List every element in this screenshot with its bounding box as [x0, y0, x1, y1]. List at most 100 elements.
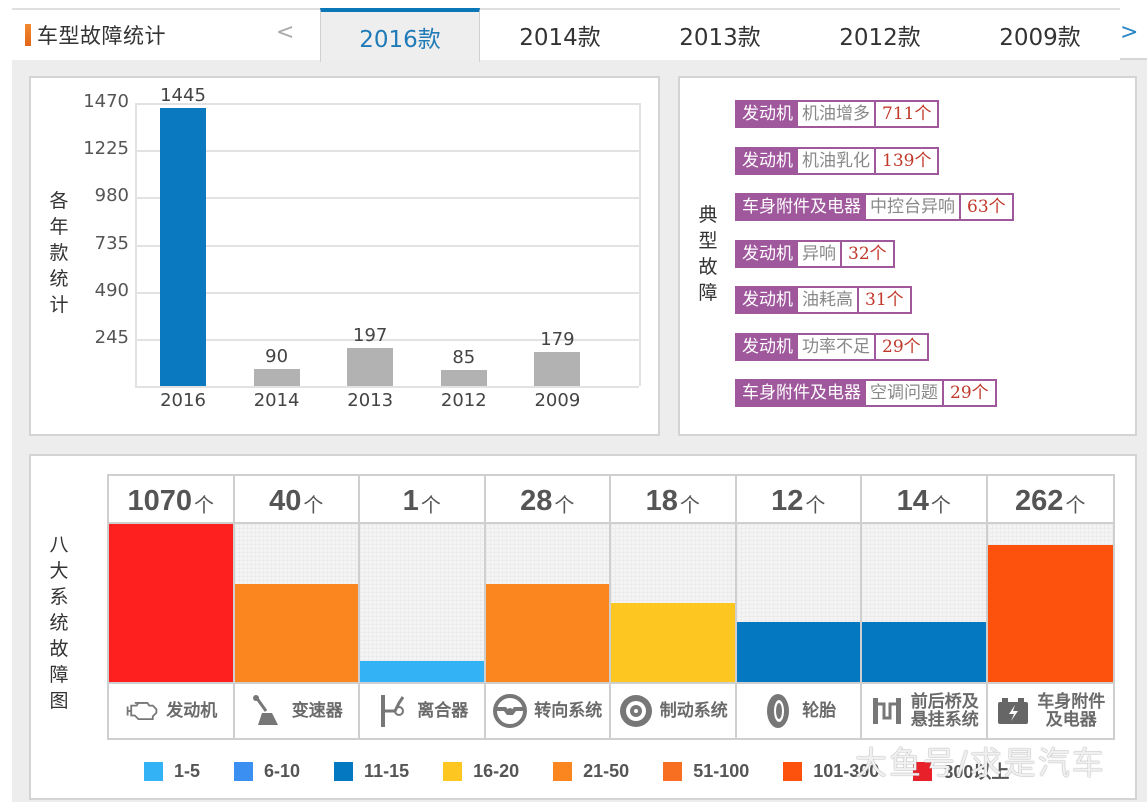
fault-count: 63个: [961, 195, 1012, 219]
fault-item[interactable]: 发动机 异响 32个: [735, 239, 895, 268]
bar-2016[interactable]: [160, 107, 206, 386]
tab-2016[interactable]: 2016款: [320, 8, 480, 62]
tab-2012[interactable]: 2012款: [800, 8, 960, 60]
count-unit: 个: [194, 493, 214, 517]
battery-icon: [995, 693, 1031, 729]
fault-name: 异响: [798, 241, 840, 266]
fault-name: 空调问题: [866, 381, 942, 405]
system-bar: [862, 621, 986, 682]
system-count: 262 个: [987, 476, 1113, 524]
system-column[interactable]: 18 个制动系统: [611, 476, 737, 738]
systems-grid: 1070 个发动机 40 个变速器 1 个离合器 28 个转向系统 18 个制动系统 12 个轮胎 14…: [107, 474, 1115, 740]
gridline: [135, 338, 639, 341]
label-char: 八: [49, 534, 69, 556]
system-count: 1070 个: [109, 476, 233, 524]
system-column[interactable]: 40 个变速器: [234, 476, 360, 738]
bar-area: [360, 524, 484, 682]
system-column[interactable]: 1070 个发动机: [109, 476, 235, 738]
gridline: [135, 150, 639, 153]
system-name: 轮胎: [802, 701, 837, 721]
fault-category: 发动机: [742, 104, 793, 124]
name-line: 前后桥及: [910, 692, 979, 712]
legend-label: 300以上: [943, 762, 1010, 782]
system-count: 18 个: [611, 476, 735, 524]
count-unit: 个: [554, 493, 575, 517]
name-line: 及电器: [1045, 710, 1097, 730]
fault-item[interactable]: 发动机 机油增多 711个: [735, 100, 940, 128]
legend-item: 101-300: [783, 758, 879, 784]
system-label: 前后桥及 悬挂系统: [862, 682, 986, 738]
title-accent-bar: [25, 24, 31, 46]
count-number: 262: [1015, 485, 1064, 517]
year-stats-panel: 各年款统计 245 490 735 980 1225 1470 1445 2016 90 2014…: [29, 76, 660, 436]
bar-2009[interactable]: [534, 351, 581, 386]
system-count: 28 个: [485, 476, 609, 524]
bar-area: [109, 524, 233, 682]
fault-item[interactable]: 车身附件及电器 空调问题 29个: [735, 379, 997, 407]
legend-swatch: [144, 761, 163, 781]
next-tab-button[interactable]: >: [1120, 20, 1139, 45]
legend-item: 51-100: [663, 758, 749, 784]
clutch-icon: [375, 693, 411, 729]
bar-2014[interactable]: [253, 368, 300, 386]
right-border-line: [639, 103, 641, 386]
count-unit: 个: [303, 493, 324, 517]
fault-item[interactable]: 发动机 机油乳化 139个: [735, 146, 940, 175]
tab-2014[interactable]: 2014款: [480, 8, 640, 60]
system-column[interactable]: 262 个车身附件 及电器: [987, 476, 1113, 738]
system-bar: [736, 621, 860, 682]
prev-tab-button[interactable]: <: [276, 20, 295, 45]
fault-category: 车身附件及电器: [742, 197, 861, 217]
section-title: 车型故障统计: [12, 8, 320, 60]
engine-icon: [124, 693, 160, 729]
bar-2012[interactable]: [440, 369, 487, 386]
count-unit: 个: [805, 493, 826, 517]
fault-item[interactable]: 发动机 油耗高 31个: [735, 286, 912, 314]
system-label: 车身附件 及电器: [987, 682, 1113, 738]
tab-2009[interactable]: 2009款: [960, 8, 1120, 60]
fault-count: 29个: [944, 381, 995, 405]
system-bar: [234, 584, 358, 682]
legend-swatch: [334, 761, 354, 781]
gear-shifter-icon: [250, 693, 286, 729]
label-char: 款: [49, 242, 69, 264]
system-column[interactable]: 1 个离合器: [360, 476, 486, 738]
title-text: 车型故障统计: [37, 24, 166, 48]
tab-2013[interactable]: 2013款: [640, 8, 800, 60]
typical-faults-panel: 典型故障 发动机 机油增多 711个 发动机 机油乳化 139个 车身附件及电器 中控台异响 6…: [678, 76, 1137, 436]
legend-swatch: [234, 761, 254, 781]
year-side-label: 各年款统计: [48, 188, 70, 318]
system-column[interactable]: 14 个前后桥及 悬挂系统: [862, 476, 988, 738]
system-count: 12 个: [736, 476, 860, 524]
legend-item: 300以上: [913, 758, 1009, 784]
label-char: 图: [49, 690, 69, 712]
fault-item[interactable]: 车身附件及电器 中控台异响 63个: [735, 193, 1014, 221]
legend-item: 11-15: [334, 758, 409, 784]
system-name: 发动机: [166, 701, 218, 721]
label-char: 统: [49, 268, 69, 290]
x-tick-label: 2009: [534, 390, 581, 411]
system-column[interactable]: 28 个转向系统: [485, 476, 611, 738]
systems-panel: 八大系统故障图 1070 个发动机 40 个变速器 1 个离合器 28 个转向系统 18 个制动系…: [29, 454, 1137, 800]
bar-area: [736, 524, 860, 682]
count-number: 28: [520, 485, 553, 517]
y-tick-label: 1470: [83, 91, 129, 112]
system-name: 前后桥及 悬挂系统: [911, 693, 979, 729]
bar-area: [234, 524, 358, 682]
system-column[interactable]: 12 个轮胎: [736, 476, 862, 738]
fault-category: 车身附件及电器: [742, 383, 861, 403]
system-name: 车身附件 及电器: [1037, 693, 1105, 729]
header-bar: 车型故障统计 < 2016款 2014款 2013款 2012款 2009款 >: [12, 8, 1147, 62]
x-tick-label: 2012: [440, 390, 487, 411]
fault-item[interactable]: 发动机 功率不足 29个: [735, 332, 929, 361]
steering-wheel-icon: [492, 693, 528, 729]
legend-label: 11-15: [364, 760, 410, 781]
bar-2013[interactable]: [347, 348, 394, 386]
y-tick-label: 1225: [83, 138, 129, 160]
fault-category: 发动机: [742, 150, 793, 171]
brake-disc-icon: [618, 693, 654, 729]
legend-swatch: [553, 761, 573, 781]
count-number: 12: [771, 485, 804, 517]
system-bar: [485, 584, 609, 682]
label-char: 故: [49, 638, 69, 660]
